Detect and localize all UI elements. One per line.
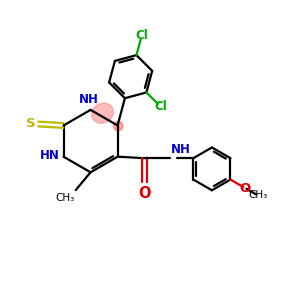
Text: CH₃: CH₃	[55, 193, 74, 202]
Text: HN: HN	[40, 149, 60, 162]
Text: NH: NH	[79, 93, 99, 106]
Circle shape	[113, 121, 123, 131]
Text: Cl: Cl	[135, 29, 148, 42]
Text: O: O	[240, 182, 251, 195]
Text: Cl: Cl	[154, 100, 167, 113]
Ellipse shape	[92, 103, 113, 123]
Text: O: O	[138, 185, 151, 200]
Text: S: S	[26, 118, 35, 130]
Text: CH₃: CH₃	[249, 190, 268, 200]
Text: NH: NH	[171, 143, 191, 156]
